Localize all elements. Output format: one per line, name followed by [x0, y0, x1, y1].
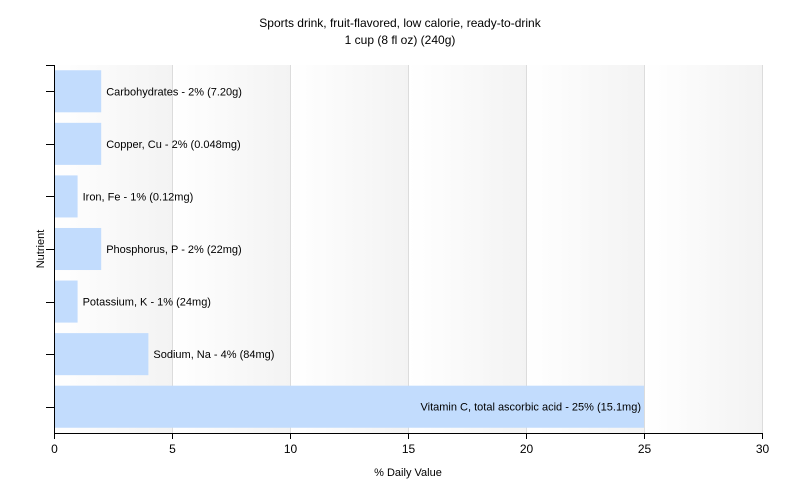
plot-band	[172, 65, 290, 433]
x-tick-label: 0	[51, 442, 58, 456]
x-tick-label: 30	[756, 442, 770, 456]
bar-label: Iron, Fe - 1% (0.12mg)	[83, 191, 194, 203]
bar	[55, 70, 102, 113]
x-axis-ticks: 0 5 10 15 20 25 30	[51, 433, 769, 456]
bar-label: Copper, Cu - 2% (0.048mg)	[106, 139, 241, 151]
bar	[55, 227, 102, 271]
bar-label: Phosphorus, P - 2% (22mg)	[106, 244, 242, 256]
y-axis-label: Nutrient	[35, 230, 47, 269]
x-tick-label: 10	[284, 442, 298, 456]
plot-area	[54, 65, 762, 433]
x-tick-label: 15	[402, 442, 416, 456]
bar	[55, 122, 102, 165]
bars	[55, 70, 644, 428]
bar-label: Sodium, Na - 4% (84mg)	[153, 349, 274, 361]
bar	[55, 385, 644, 428]
x-tick-label: 25	[638, 442, 652, 456]
chart-title: Sports drink, fruit-flavored, low calori…	[259, 16, 541, 30]
bar-labels: Carbohydrates - 2% (7.20g) Copper, Cu - 2…	[83, 86, 641, 413]
x-axis-label: % Daily Value	[374, 467, 442, 479]
plot-band	[408, 65, 526, 433]
x-tick-label: 5	[169, 442, 176, 456]
plot-band	[290, 65, 408, 433]
bar	[55, 175, 78, 218]
bar	[55, 333, 149, 376]
x-tick-label: 20	[520, 442, 534, 456]
chart-subtitle: 1 cup (8 fl oz) (240g)	[345, 33, 456, 47]
bar-label: Potassium, K - 1% (24mg)	[83, 297, 211, 309]
bar-label: Carbohydrates - 2% (7.20g)	[106, 86, 242, 98]
bar	[55, 280, 78, 323]
bar-label: Vitamin C, total ascorbic acid - 25% (15…	[421, 402, 642, 414]
gridlines	[172, 65, 763, 433]
plot-band	[526, 65, 644, 433]
plot-band	[644, 65, 762, 433]
